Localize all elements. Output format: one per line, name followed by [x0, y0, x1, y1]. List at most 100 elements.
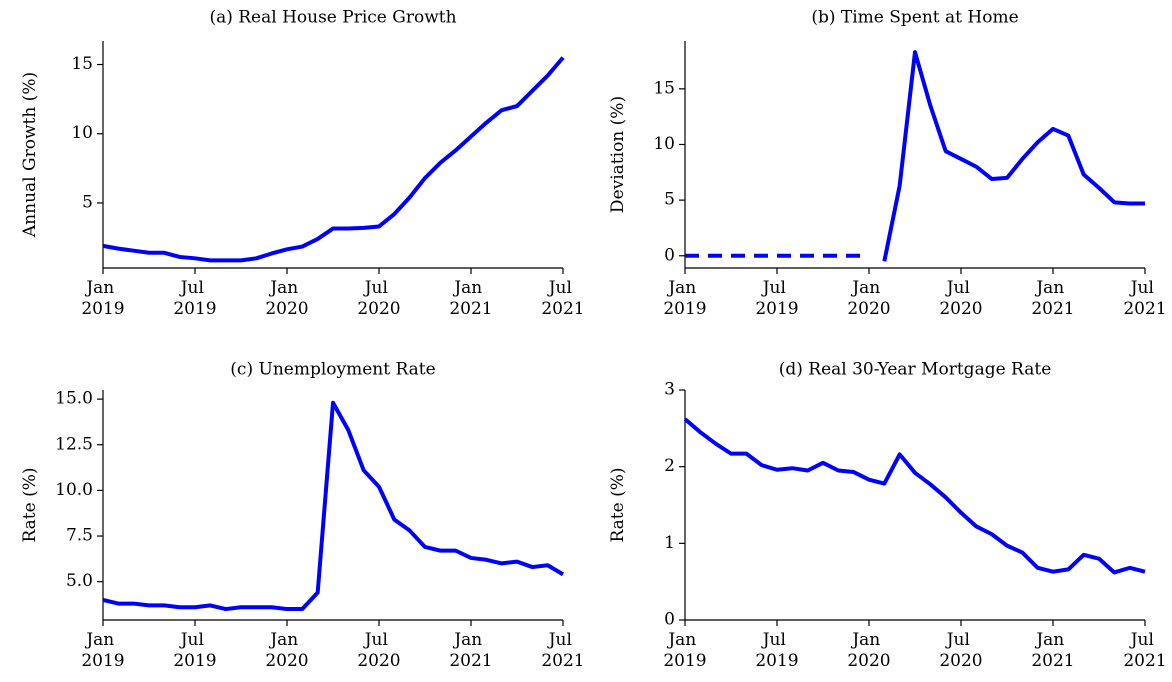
x-tick-label-line: 2021	[1123, 651, 1166, 671]
y-tick-label: 10.0	[55, 480, 93, 500]
x-tick-label-line: Jul	[363, 630, 394, 650]
x-tick-label: Jan 2019	[81, 630, 124, 671]
y-tick-label: 5	[664, 190, 675, 210]
x-tick-label-line: 2021	[449, 299, 492, 319]
data-line	[882, 50, 1145, 262]
x-tick-label-line: Jan	[268, 630, 303, 650]
x-tick-label-line: 2019	[173, 299, 216, 319]
x-tick-label-line: Jan	[84, 278, 119, 298]
y-tick-label: 12.5	[55, 434, 93, 454]
y-tick-label: 5	[82, 192, 93, 212]
x-tick-label: Jul 2021	[1123, 278, 1166, 319]
x-tick-label: Jan 2019	[81, 278, 124, 319]
x-tick-label: Jan 2020	[847, 278, 890, 319]
x-tick-label: Jan 2020	[847, 630, 890, 671]
x-tick-label-line: Jan	[666, 630, 701, 650]
y-axis-label: Rate (%)	[20, 467, 40, 542]
x-tick-label: Jul 2020	[357, 630, 400, 671]
y-tick-label: 3	[664, 380, 675, 400]
x-tick-label: Jul 2019	[173, 278, 216, 319]
y-tick-label: 0	[664, 610, 675, 630]
x-tick-label-line: Jan	[452, 630, 487, 650]
data-line	[102, 400, 565, 612]
x-tick-label-line: 2019	[173, 651, 216, 671]
x-tick-label: Jul 2019	[755, 278, 798, 319]
panel-title: (c) Unemployment Rate	[230, 360, 435, 380]
panel-title: (a) Real House Price Growth	[209, 8, 456, 28]
x-tick-label-line: 2019	[81, 299, 124, 319]
x-tick-label: Jan 2021	[449, 630, 492, 671]
x-tick-label: Jul 2019	[755, 630, 798, 671]
x-tick-label-line: Jan	[452, 278, 487, 298]
x-tick-label: Jan 2020	[265, 278, 308, 319]
x-tick-label: Jul 2020	[939, 630, 982, 671]
x-tick-label-line: 2019	[755, 651, 798, 671]
y-tick-label: 7.5	[66, 526, 93, 546]
x-tick-label: Jul 2021	[541, 278, 584, 319]
x-tick-label-line: Jul	[761, 278, 792, 298]
x-tick-label: Jul 2020	[357, 278, 400, 319]
x-tick-label-line: Jan	[850, 278, 885, 298]
x-tick-label-line: Jul	[1129, 278, 1160, 298]
y-tick-label: 1	[664, 533, 675, 553]
y-tick-label: 15	[71, 54, 93, 74]
x-tick-label: Jan 2019	[663, 278, 706, 319]
y-axis-label: Deviation (%)	[608, 96, 628, 213]
x-tick-label-line: 2021	[1031, 299, 1074, 319]
y-tick-label: 5.0	[66, 571, 93, 591]
x-tick-label-line: 2020	[847, 651, 890, 671]
x-tick-label-line: 2021	[449, 651, 492, 671]
x-tick-label-line: Jul	[363, 278, 394, 298]
x-tick-label-line: 2021	[1123, 299, 1166, 319]
x-tick-label-line: 2020	[265, 299, 308, 319]
y-tick-label: 15.0	[55, 389, 93, 409]
x-tick-label-line: 2020	[357, 651, 400, 671]
x-tick-label-line: Jan	[666, 278, 701, 298]
x-tick-label: Jan 2019	[663, 630, 706, 671]
x-tick-label: Jan 2021	[449, 278, 492, 319]
x-tick-label-line: Jul	[179, 278, 210, 298]
x-tick-label-line: 2021	[1031, 651, 1074, 671]
panel-title: (d) Real 30-Year Mortgage Rate	[779, 360, 1052, 380]
x-tick-label-line: 2020	[939, 651, 982, 671]
x-tick-label-line: Jan	[1034, 630, 1069, 650]
x-tick-label-line: Jul	[761, 630, 792, 650]
y-tick-label: 10	[653, 134, 675, 154]
panel-title: (b) Time Spent at Home	[811, 8, 1018, 28]
x-tick-label-line: 2020	[357, 299, 400, 319]
x-tick-label: Jan 2020	[265, 630, 308, 671]
x-tick-label-line: 2019	[663, 651, 706, 671]
x-tick-label-line: 2019	[81, 651, 124, 671]
x-tick-label-line: Jul	[945, 278, 976, 298]
data-line	[102, 56, 565, 263]
x-tick-label-line: 2020	[939, 299, 982, 319]
x-tick-label-line: 2021	[541, 299, 584, 319]
x-tick-label: Jul 2021	[1123, 630, 1166, 671]
x-tick-label: Jan 2021	[1031, 630, 1074, 671]
x-tick-label-line: Jan	[1034, 278, 1069, 298]
x-tick-label-line: Jan	[84, 630, 119, 650]
x-tick-label-line: 2021	[541, 651, 584, 671]
x-tick-label-line: Jul	[547, 278, 578, 298]
x-tick-label: Jan 2021	[1031, 278, 1074, 319]
y-axis-label: Rate (%)	[608, 467, 628, 542]
y-tick-label: 2	[664, 456, 675, 476]
y-axis-label: Annual Growth (%)	[20, 72, 40, 238]
x-tick-label-line: 2020	[265, 651, 308, 671]
x-tick-label-line: Jan	[268, 278, 303, 298]
x-tick-label: Jul 2021	[541, 630, 584, 671]
y-tick-label: 10	[71, 123, 93, 143]
x-tick-label-line: Jul	[1129, 630, 1160, 650]
y-tick-label: 0	[664, 245, 675, 265]
x-tick-label-line: Jan	[850, 630, 885, 650]
x-tick-label-line: 2019	[755, 299, 798, 319]
x-tick-label-line: Jul	[945, 630, 976, 650]
data-line	[683, 417, 1146, 575]
x-tick-label-line: 2020	[847, 299, 890, 319]
x-tick-label: Jul 2020	[939, 278, 982, 319]
x-tick-label: Jul 2019	[173, 630, 216, 671]
y-tick-label: 15	[653, 78, 675, 98]
x-tick-label-line: 2019	[663, 299, 706, 319]
